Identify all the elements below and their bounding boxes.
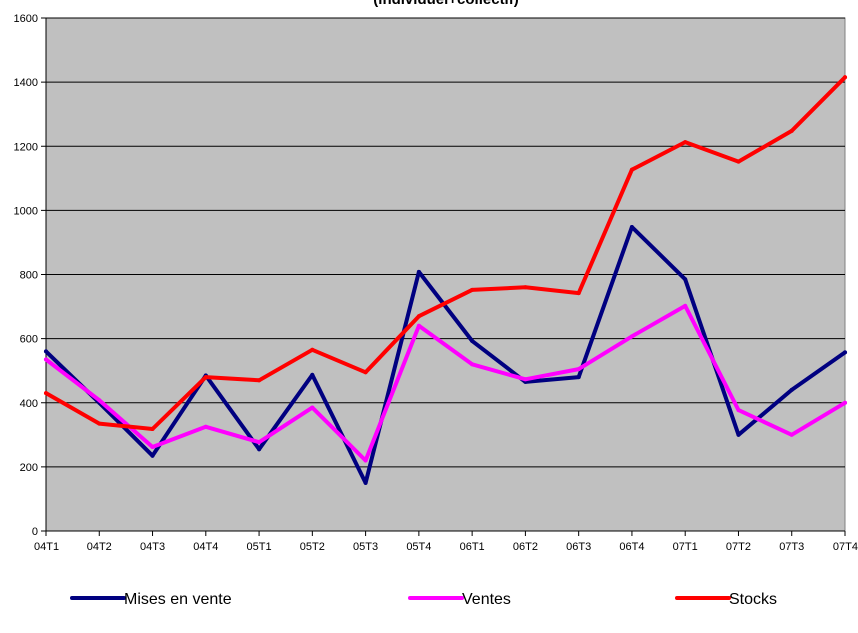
legend: Mises en vente Ventes Stocks (70, 591, 777, 608)
data-point (363, 480, 368, 485)
y-tick-label: 1000 (14, 205, 38, 217)
x-tick-label: 06T4 (619, 541, 644, 553)
data-point (203, 375, 208, 380)
legend-label: Stocks (729, 591, 777, 608)
data-point (97, 421, 102, 426)
series-line-2 (44, 303, 847, 463)
data-point (523, 377, 528, 382)
y-tick-label: 1200 (14, 141, 38, 153)
y-tick-label: 200 (20, 462, 38, 474)
data-point (363, 458, 368, 463)
data-point (310, 372, 315, 377)
data-point (683, 303, 688, 308)
x-tick-label: 06T3 (566, 541, 591, 553)
data-point (257, 378, 262, 383)
series-line-3 (44, 75, 847, 431)
x-tick-label: 05T1 (247, 541, 272, 553)
legend-label: Mises en vente (124, 591, 232, 608)
axes: 0 200 400 600 800 1000 1200 1400 1600 04T1 04T2 04T… (14, 13, 858, 553)
x-tick-label: 05T4 (406, 541, 431, 553)
data-point (629, 334, 634, 339)
data-point (310, 347, 315, 352)
data-point (44, 357, 48, 362)
data-point (683, 140, 688, 145)
data-point (257, 447, 262, 452)
data-point (44, 391, 48, 396)
data-point (736, 408, 741, 413)
data-point (629, 167, 634, 172)
data-point (97, 398, 102, 403)
data-point (576, 291, 581, 296)
y-tick-label: 400 (20, 398, 38, 410)
x-tick-label: 05T2 (300, 541, 325, 553)
data-point (576, 375, 581, 380)
data-point (310, 405, 315, 410)
data-point (150, 453, 155, 458)
x-tick-label: 04T2 (87, 541, 112, 553)
data-point (736, 159, 741, 164)
data-point (843, 350, 847, 355)
x-tick-label: 04T4 (193, 541, 218, 553)
data-point (789, 432, 794, 437)
y-tick-label: 600 (20, 334, 38, 346)
data-point (44, 349, 48, 354)
data-point (416, 323, 421, 328)
data-point (416, 314, 421, 319)
data-point (470, 338, 475, 343)
data-point (629, 225, 634, 229)
series-lines (44, 75, 847, 485)
data-point (203, 424, 208, 429)
x-tick-label: 07T4 (833, 541, 858, 553)
data-point (843, 75, 847, 80)
x-tick-label: 04T1 (34, 541, 59, 553)
x-tick-label: 07T3 (779, 541, 804, 553)
legend-label: Ventes (462, 591, 511, 608)
data-point (789, 387, 794, 392)
chart-title: (individuel+collectif) (373, 0, 518, 8)
x-tick-label: 07T1 (673, 541, 698, 553)
data-point (683, 277, 688, 282)
data-point (470, 362, 475, 367)
x-tick-label: 04T3 (140, 541, 165, 553)
y-tick-label: 1600 (14, 13, 38, 25)
data-point (150, 427, 155, 431)
data-point (736, 432, 741, 437)
data-point (363, 370, 368, 375)
data-point (470, 287, 475, 292)
data-point (257, 440, 262, 445)
y-tick-label: 0 (32, 526, 38, 538)
data-point (843, 400, 847, 405)
data-point (576, 367, 581, 372)
x-tick-label: 06T2 (513, 541, 538, 553)
y-tick-label: 1400 (14, 77, 38, 89)
data-point (150, 445, 155, 449)
x-tick-label: 05T3 (353, 541, 378, 553)
data-point (523, 285, 528, 290)
x-tick-label: 07T2 (726, 541, 751, 553)
x-tick-label: 06T1 (460, 541, 485, 553)
data-point (789, 128, 794, 133)
data-point (416, 269, 421, 274)
y-tick-label: 800 (20, 270, 38, 282)
